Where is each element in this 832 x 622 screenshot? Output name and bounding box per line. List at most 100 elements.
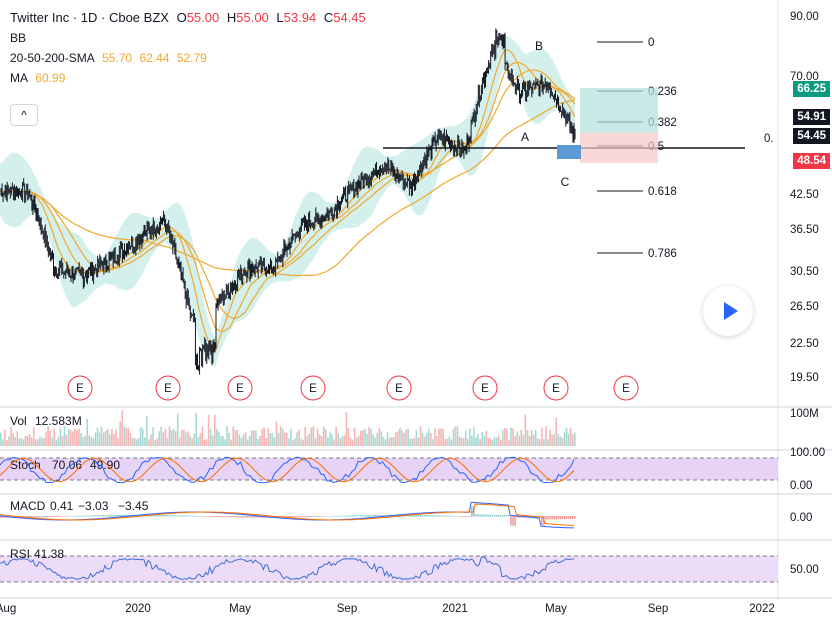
macd-hist-bar (240, 516, 243, 518)
volume-bar (78, 428, 80, 446)
macd-value: 0.41 (50, 499, 74, 513)
macd-hist-bar (78, 515, 80, 517)
macd-hist-bar (207, 516, 210, 517)
macd-hist-bar (26, 516, 29, 518)
volume-bar (471, 435, 473, 446)
ma-legend[interactable]: MA 60.99 (10, 71, 66, 85)
macd-hist-bar (74, 515, 76, 517)
macd-hist-bar (59, 516, 62, 517)
macd-hist-bar (100, 515, 103, 517)
volume-bar (462, 437, 465, 446)
macd-hist-bar (442, 515, 444, 517)
macd-hist-bar (308, 516, 311, 518)
volume-bar (150, 434, 152, 446)
position-profit-zone[interactable] (580, 88, 658, 133)
volume-bar (386, 432, 389, 446)
macd-hist-bar (51, 516, 53, 518)
volume-bars (0, 410, 576, 446)
volume-value: 12.583M (35, 414, 82, 428)
macd-hist-bar (458, 516, 461, 517)
macd-hist-bar (325, 516, 327, 517)
macd-hist-bar (253, 516, 255, 518)
earnings-marker[interactable] (300, 375, 326, 401)
macd-histogram (0, 506, 576, 526)
volume-bar (364, 428, 366, 446)
macd-hist-bar (203, 516, 206, 517)
sma-legend[interactable]: 20-50-200-SMA 55.70 62.44 52.79 (10, 51, 207, 65)
volume-bar (98, 432, 101, 446)
volume-bar (466, 439, 469, 446)
volume-bar (555, 417, 558, 446)
macd-hist-bar (189, 515, 191, 517)
volume-bar (499, 439, 502, 446)
volume-bar (152, 427, 154, 446)
rsi-band (0, 556, 778, 582)
earnings-marker-label: E (76, 383, 84, 395)
volume-bar (61, 435, 64, 446)
volume-bar (392, 436, 395, 446)
collapse-legend-button[interactable]: ^ (10, 104, 38, 126)
macd-hist-bar (41, 516, 43, 518)
price-axis-label: 26.50 (790, 301, 819, 313)
macd-hist-bar (234, 516, 237, 518)
volume-bar (259, 435, 261, 446)
time-axis-label: Sep (648, 603, 668, 615)
volume-bar (185, 432, 187, 446)
bb-legend[interactable]: BB (10, 31, 27, 45)
position-loss-zone[interactable] (580, 133, 658, 163)
time-axis-label: 2020 (125, 603, 151, 615)
macd-hist-bar (259, 516, 261, 518)
volume-bar (399, 427, 401, 446)
volume-bar (442, 429, 444, 446)
earnings-marker[interactable] (613, 375, 639, 401)
volume-bar (438, 428, 440, 446)
earnings-marker[interactable] (386, 375, 412, 401)
earnings-marker[interactable] (155, 375, 181, 401)
symbol-title[interactable]: Twitter Inc · 1D · Cboe BZX (10, 10, 169, 25)
volume-bar (362, 430, 364, 446)
volume-bar (561, 437, 564, 446)
volume-bar (111, 428, 113, 446)
earnings-marker[interactable] (472, 375, 498, 401)
volume-bar (384, 439, 387, 446)
earnings-marker[interactable] (227, 375, 253, 401)
position-entry[interactable] (557, 145, 581, 159)
macd-hist-bar (113, 514, 115, 517)
volume-bar (491, 439, 494, 446)
macd-hist-bar (213, 516, 216, 517)
macd-hist-bar (197, 515, 199, 517)
volume-bar (493, 436, 496, 446)
volume-bar (80, 432, 82, 446)
macd-hist-bar (351, 515, 354, 517)
macd-hist-bar (72, 515, 74, 517)
earnings-marker[interactable] (543, 375, 569, 401)
volume-bar (164, 428, 167, 446)
earnings-marker[interactable] (67, 375, 93, 401)
macd-hist-bar (446, 515, 448, 517)
macd-hist-bar (306, 516, 309, 518)
play-button[interactable] (703, 286, 753, 336)
volume-bar (551, 435, 553, 446)
volume-bar (327, 437, 329, 446)
macd-hist-bar (290, 516, 292, 518)
ma-line (0, 61, 576, 332)
volume-bar (518, 435, 521, 446)
macd-hist-bar (34, 516, 37, 518)
macd-hist-bar (226, 516, 228, 518)
price-axis-label: 90.00 (790, 11, 819, 23)
macd-hist-bar (310, 516, 313, 518)
volume-bar (55, 439, 58, 446)
volume-bar (290, 428, 292, 446)
volume-bar (501, 429, 504, 446)
macd-hist-bar (172, 515, 175, 517)
volume-bar (57, 436, 60, 446)
macd-hist-bar (444, 515, 446, 517)
volume-bar (353, 427, 356, 446)
volume-bar (514, 436, 516, 446)
macd-hist-bar (366, 515, 368, 517)
macd-hist-bar (355, 515, 358, 517)
macd-hist-bar (211, 516, 214, 517)
time-axis-label: 2022 (749, 603, 775, 615)
macd-hist-bar (514, 516, 516, 526)
